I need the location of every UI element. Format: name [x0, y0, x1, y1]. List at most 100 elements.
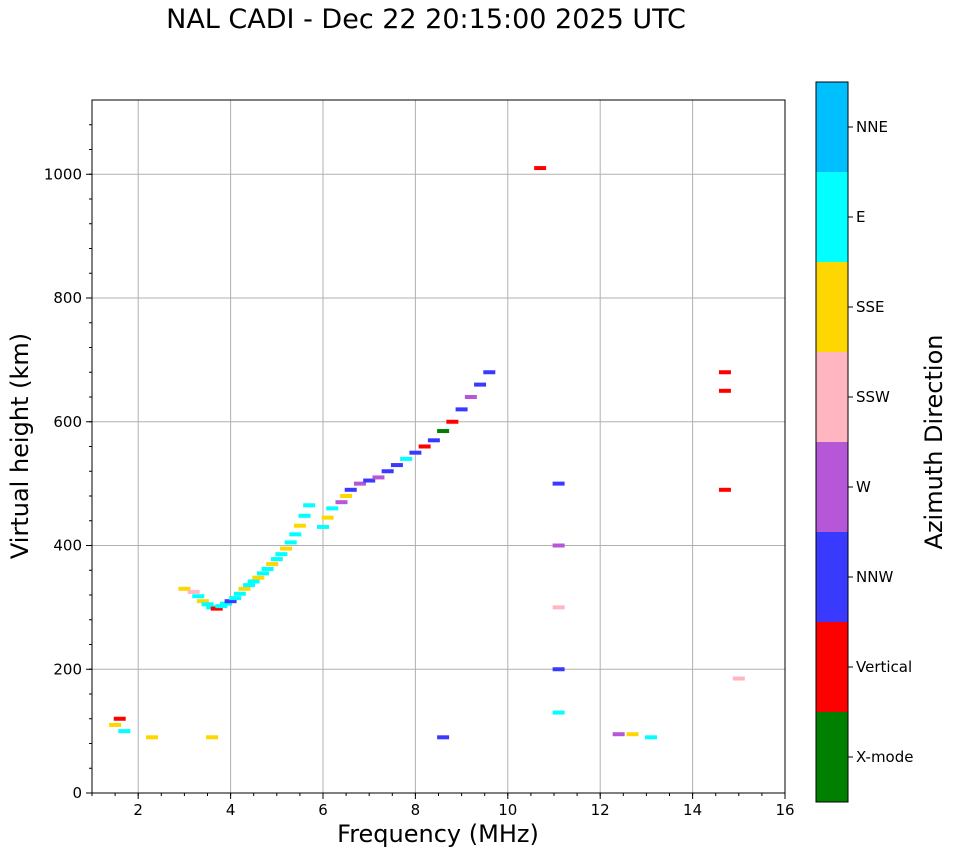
x-tick-label: 16 [775, 801, 794, 819]
echo-mark [552, 543, 565, 548]
echo-mark [298, 513, 311, 518]
echo-mark [229, 596, 242, 601]
x-tick-label: 6 [318, 801, 328, 819]
y-tick-label: 600 [53, 413, 82, 431]
echo-mark [552, 605, 565, 610]
echo-mark [261, 567, 274, 572]
echo-mark [317, 524, 329, 529]
echo-mark [718, 487, 731, 492]
colorbar-swatch [816, 82, 848, 172]
echo-mark [552, 481, 565, 486]
x-tick-label: 4 [226, 801, 236, 819]
echo-points [109, 166, 745, 740]
echo-mark [718, 370, 731, 375]
echo-mark [270, 557, 283, 562]
echo-mark [552, 667, 565, 672]
x-tick-label: 2 [133, 801, 143, 819]
colorbar-tick-label: SSW [856, 388, 890, 406]
colorbar: X-mode Vertical NNW W SSW SSE E NNE [815, 81, 913, 803]
x-tick-label: 12 [591, 801, 610, 819]
echo-mark [146, 735, 159, 740]
echo-mark [210, 606, 223, 611]
chart-title: NAL CADI - Dec 22 20:15:00 2025 UTC [166, 4, 686, 35]
x-tick-label: 10 [498, 801, 517, 819]
echo-mark [219, 601, 232, 606]
echo-mark [612, 732, 625, 737]
echo-mark [187, 589, 200, 594]
echo-mark [390, 463, 403, 468]
echo-mark [483, 370, 496, 375]
grid-lines [92, 100, 785, 793]
axes: 2 4 6 8 10 12 14 16 0 200 400 600 800 1000 [44, 124, 795, 819]
y-axis-label: Virtual height (km) [6, 333, 34, 559]
echo-mark [252, 575, 265, 580]
colorbar-swatch [816, 622, 848, 712]
echo-mark [534, 166, 547, 171]
echo-mark [275, 552, 288, 557]
colorbar-label: Azimuth Direction [920, 335, 948, 550]
echo-mark [340, 494, 353, 498]
echo-mark [353, 481, 366, 486]
echo-mark [289, 532, 302, 537]
echo-mark [321, 515, 334, 520]
echo-mark [196, 599, 209, 604]
echo-mark [118, 729, 131, 734]
y-tick-label: 400 [53, 537, 82, 555]
y-tick-label: 800 [53, 289, 82, 307]
echo-mark [303, 503, 316, 508]
colorbar-tick-label: SSE [856, 298, 885, 316]
colorbar-swatch [816, 262, 848, 352]
y-tick-label: 0 [72, 784, 82, 802]
echo-mark [215, 604, 228, 609]
echo-mark [192, 594, 205, 599]
echo-mark [280, 546, 293, 551]
plot-frame [91, 99, 786, 794]
echo-mark [437, 735, 450, 740]
colorbar-swatch [816, 712, 848, 802]
colorbar-tick-label: NNW [856, 568, 893, 586]
echo-mark [243, 583, 256, 588]
colorbar-tick-label: W [856, 478, 871, 496]
y-tick-label: 200 [53, 660, 82, 678]
echo-mark [233, 591, 246, 596]
echo-mark [284, 540, 297, 545]
echo-mark [224, 599, 237, 604]
echo-mark [552, 710, 565, 715]
colorbar-tick-label: NNE [856, 118, 888, 136]
x-tick-label: 8 [411, 801, 421, 819]
echo-mark [326, 506, 339, 511]
echo-mark [178, 586, 191, 591]
echo-mark [372, 475, 385, 480]
colorbar-swatch [816, 172, 848, 262]
echo-mark [409, 450, 422, 455]
echo-mark [256, 571, 269, 576]
colorbar-frame [815, 81, 849, 803]
echo-mark [446, 419, 459, 424]
echo-mark [266, 562, 279, 567]
echo-mark [363, 478, 376, 483]
echo-mark [474, 382, 487, 387]
y-tick-label: 1000 [44, 165, 82, 183]
colorbar-tick-label: Vertical [856, 658, 912, 676]
echo-mark [418, 444, 431, 449]
colorbar-tick-label: X-mode [856, 748, 913, 766]
echo-mark [455, 407, 468, 412]
echo-mark [381, 469, 394, 474]
echo-mark [400, 456, 413, 461]
echo-mark [206, 735, 219, 740]
echo-mark [335, 500, 348, 505]
colorbar-swatch [816, 442, 848, 532]
echo-mark [293, 523, 306, 528]
echo-mark [626, 732, 639, 737]
echo-mark [437, 429, 450, 434]
colorbar-swatch [816, 352, 848, 442]
colorbar-tick-label: E [856, 208, 865, 226]
echo-mark [344, 487, 357, 492]
echo-mark [201, 602, 214, 607]
echo-mark [732, 676, 745, 681]
echo-mark [718, 388, 731, 393]
echo-mark [427, 438, 440, 443]
echo-mark [645, 735, 658, 740]
echo-mark [109, 722, 122, 727]
